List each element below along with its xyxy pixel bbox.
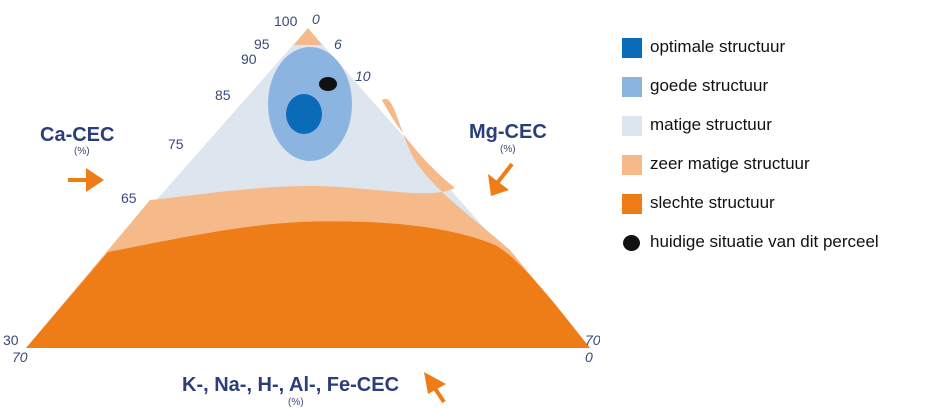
legend-dot-current — [623, 235, 640, 251]
region-poor — [26, 221, 590, 348]
legend-label: optimale structuur — [650, 37, 786, 56]
current-situation-dot — [319, 77, 337, 91]
axis-unit-k: (%) — [288, 397, 304, 408]
legend-item-moderate: matige structuur — [622, 112, 939, 151]
legend: optimale structuur goede structuur matig… — [622, 34, 939, 268]
legend-label: goede structuur — [650, 76, 769, 95]
tick-left-95: 95 — [254, 36, 270, 52]
tick-bottom-right-70: 70 — [585, 332, 600, 348]
axis-title-mg: Mg-CEC — [469, 121, 547, 143]
axis-unit-mg: (%) — [500, 144, 516, 155]
legend-item-good: goede structuur — [622, 73, 939, 112]
axis-title-ca: Ca-CEC — [40, 124, 114, 146]
legend-label: matige structuur — [650, 115, 772, 134]
region-tip — [294, 28, 322, 45]
legend-swatch-good — [622, 77, 642, 97]
tick-left-85: 85 — [215, 87, 231, 103]
arrow-down-left-icon — [488, 162, 514, 196]
tick-right-10: 10 — [355, 68, 371, 84]
legend-label: huidige situatie van dit perceel — [650, 232, 879, 251]
legend-swatch-optimal — [622, 38, 642, 58]
tick-top-left: 100 — [274, 13, 298, 29]
legend-item-optimal: optimale structuur — [622, 34, 939, 73]
legend-label: slechte structuur — [650, 193, 775, 212]
legend-swatch-poor — [622, 194, 642, 214]
tick-bottom-left-30: 30 — [3, 332, 19, 348]
axis-title-k: K-, Na-, H-, Al-, Fe-CEC — [182, 374, 399, 396]
legend-item-poor: slechte structuur — [622, 190, 939, 229]
tick-bottom-right-0: 0 — [585, 349, 593, 365]
axis-unit-ca: (%) — [74, 146, 90, 157]
legend-swatch-very-moderate — [622, 155, 642, 175]
tick-left-65: 65 — [121, 190, 137, 206]
legend-swatch-moderate — [622, 116, 642, 136]
arrow-right-icon — [68, 168, 104, 192]
tick-left-75: 75 — [168, 136, 184, 152]
ternary-diagram: 100 0 95 90 85 75 65 6 10 30 70 70 0 Ca-… — [3, 11, 600, 408]
arrow-up-left-icon — [424, 372, 446, 404]
tick-top-right: 0 — [312, 11, 320, 27]
legend-label: zeer matige structuur — [650, 154, 810, 173]
legend-item-current: huidige situatie van dit perceel — [622, 229, 939, 268]
legend-item-very-moderate: zeer matige structuur — [622, 151, 939, 190]
tick-bottom-left-70: 70 — [12, 349, 28, 365]
region-optimal — [286, 94, 322, 134]
tick-left-90: 90 — [241, 51, 257, 67]
tick-right-6: 6 — [334, 36, 342, 52]
